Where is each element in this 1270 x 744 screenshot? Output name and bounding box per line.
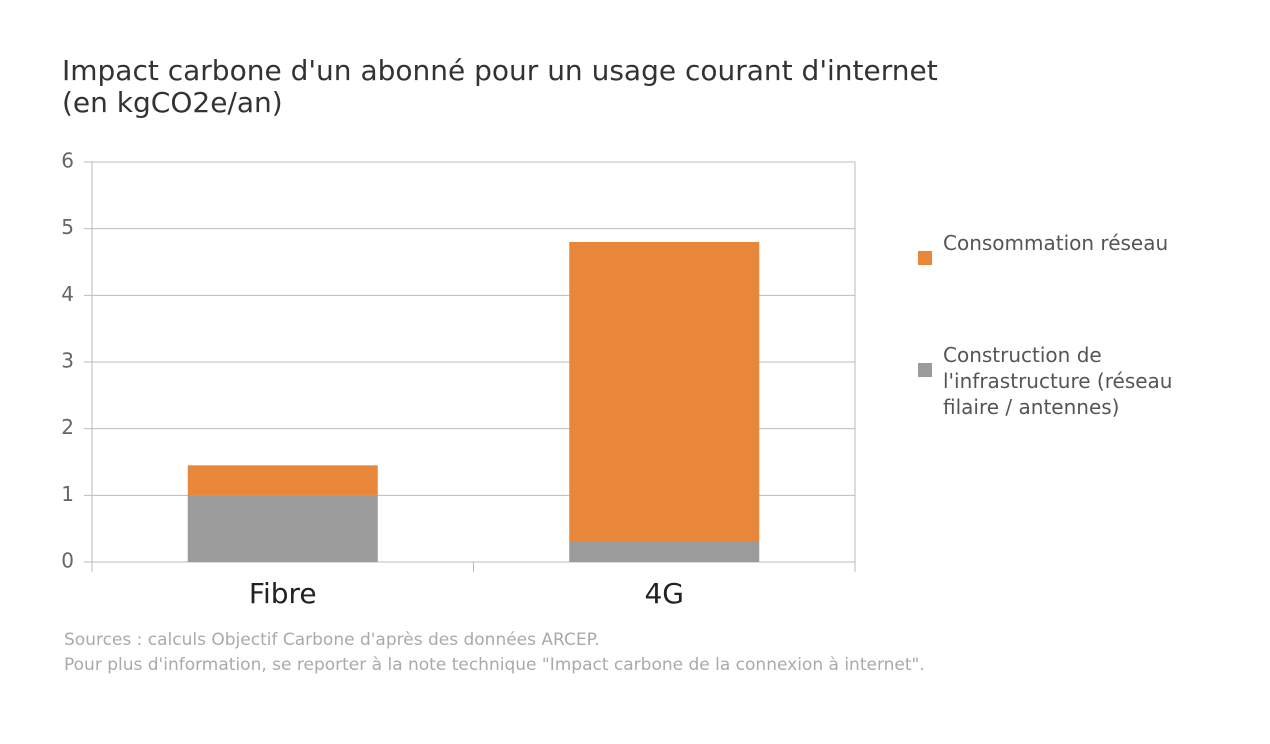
chart-subtitle: (en kgCO2e/an) — [62, 86, 283, 119]
source-note: Sources : calculs Objectif Carbone d'apr… — [64, 630, 600, 650]
source-note: Pour plus d'information, se reporter à l… — [64, 655, 925, 675]
y-tick-label: 2 — [61, 415, 74, 439]
y-tick-label: 6 — [61, 149, 74, 173]
legend-label: Construction de l'infrastructure (réseau… — [943, 343, 1173, 419]
y-tick-label: 5 — [61, 215, 74, 239]
chart-title: Impact carbone d'un abonné pour un usage… — [62, 54, 938, 87]
bar-segment — [187, 465, 378, 496]
legend-marker — [918, 251, 932, 265]
bar-segment — [569, 242, 760, 542]
x-tick-label: Fibre — [249, 577, 317, 610]
y-tick-label: 4 — [61, 282, 74, 306]
y-tick-label: 3 — [61, 349, 74, 373]
y-tick-label: 1 — [61, 482, 74, 506]
legend-label: Consommation réseau — [943, 231, 1169, 255]
y-tick-label: 0 — [61, 549, 74, 573]
bar-segment — [569, 542, 760, 562]
legend-marker — [918, 363, 932, 377]
bar-segment — [187, 495, 378, 562]
x-tick-label: 4G — [644, 577, 684, 610]
